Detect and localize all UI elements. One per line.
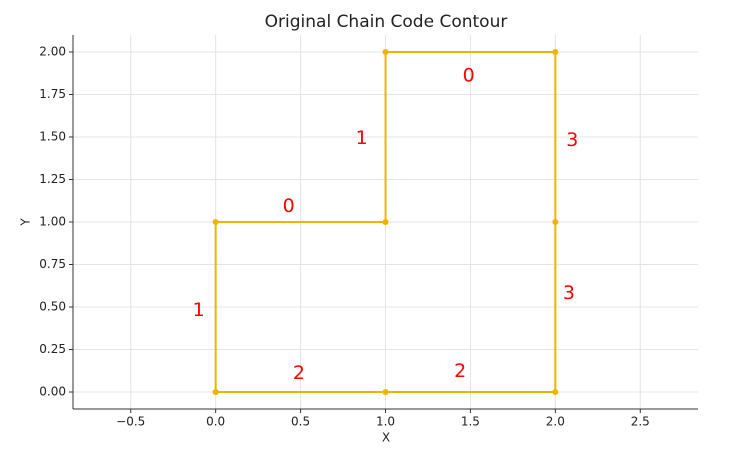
y-tick-label: 1.00 bbox=[39, 215, 66, 229]
annotation: 3 bbox=[566, 129, 578, 151]
point bbox=[382, 219, 389, 225]
x-tick-label: 2.5 bbox=[631, 415, 650, 429]
x-tick-label: 1.0 bbox=[376, 415, 395, 429]
y-tick-label: 0.25 bbox=[39, 342, 66, 356]
point bbox=[382, 389, 389, 395]
y-tick-label: 0.00 bbox=[39, 385, 66, 399]
chart-title: Original Chain Code Contour bbox=[265, 12, 508, 32]
annotation: 1 bbox=[193, 299, 205, 321]
y-tick-label: 0.50 bbox=[39, 300, 66, 314]
annotation: 0 bbox=[283, 195, 295, 217]
x-tick-label: 1.5 bbox=[461, 415, 480, 429]
annotation: 2 bbox=[293, 362, 305, 384]
annotation: 2 bbox=[454, 360, 466, 382]
x-axis-label: X bbox=[382, 431, 390, 445]
y-tick-label: 2.00 bbox=[39, 45, 66, 59]
point bbox=[212, 389, 219, 395]
y-tick-label: 0.75 bbox=[39, 257, 66, 271]
y-tick-label: 1.50 bbox=[39, 130, 66, 144]
point bbox=[212, 219, 219, 225]
annotation: 3 bbox=[563, 282, 575, 304]
annotation: 0 bbox=[463, 64, 475, 86]
y-tick-label: 1.75 bbox=[39, 87, 66, 101]
x-tick-label: 0.0 bbox=[206, 415, 225, 429]
y-axis-label: Y bbox=[19, 218, 33, 227]
point bbox=[382, 49, 389, 55]
point bbox=[552, 389, 559, 395]
x-tick-label: 2.0 bbox=[546, 415, 565, 429]
x-tick-label: 0.5 bbox=[291, 415, 310, 429]
annotation: 1 bbox=[356, 127, 368, 149]
point bbox=[552, 219, 559, 225]
point bbox=[552, 49, 559, 55]
x-tick-label: −0.5 bbox=[116, 415, 145, 429]
y-tick-label: 1.25 bbox=[39, 172, 66, 186]
